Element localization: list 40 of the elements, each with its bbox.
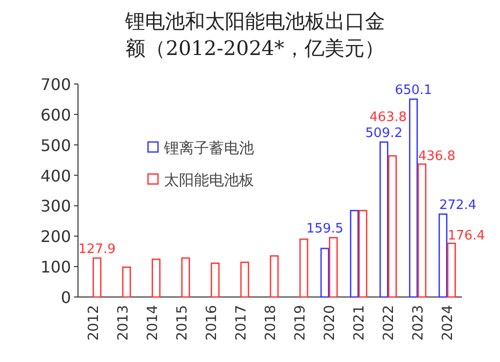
x-tick-label: 2013: [115, 305, 132, 341]
legend-label: 锂离子蓄电池: [163, 139, 254, 157]
y-tick-label: 0: [60, 288, 71, 307]
y-tick-label: 600: [40, 105, 71, 124]
x-tick-label: 2016: [204, 304, 220, 341]
x-tick-label: 2021: [352, 305, 368, 341]
bar: [181, 257, 190, 298]
x-tick-label: 2015: [174, 305, 190, 341]
data-label: 127.9: [78, 242, 116, 258]
x-tick-label: 2024: [440, 304, 456, 341]
x-tick-label: 2020: [322, 305, 338, 341]
x-tick-label: 2022: [381, 305, 398, 341]
data-label: 463.8: [370, 110, 407, 126]
y-tick-label: 700: [40, 75, 71, 94]
data-label: 436.8: [418, 149, 456, 164]
data-label: 176.4: [448, 228, 485, 244]
y-tick-label: 100: [40, 258, 71, 277]
data-label: 272.4: [439, 198, 476, 214]
data-label: 159.5: [306, 222, 344, 237]
y-tick-label: 200: [40, 227, 71, 246]
x-tick-label: 2023: [410, 305, 427, 341]
y-tick-label: 500: [40, 136, 71, 155]
bar: [122, 266, 131, 298]
y-tick-label: 400: [40, 166, 71, 186]
data-label: 650.1: [394, 83, 432, 98]
data-label: 509.2: [365, 126, 403, 142]
y-tick-label: 300: [40, 196, 71, 216]
bar: [299, 238, 308, 298]
bar: [152, 258, 160, 298]
bar: [92, 257, 102, 298]
x-tick-label: 2014: [144, 304, 161, 341]
bar: [210, 262, 220, 298]
bar: [270, 255, 279, 298]
legend-label: 太阳能电池板: [164, 171, 254, 189]
title: 锂电池和太阳能电池板出口金额（2012-2024*，亿美元）: [125, 9, 385, 60]
x-tick-label: 2017: [233, 305, 250, 341]
bar: [240, 262, 250, 298]
x-tick-label: 2012: [86, 305, 102, 341]
x-tick-label: 2019: [292, 305, 309, 341]
x-tick-label: 2018: [263, 305, 279, 341]
